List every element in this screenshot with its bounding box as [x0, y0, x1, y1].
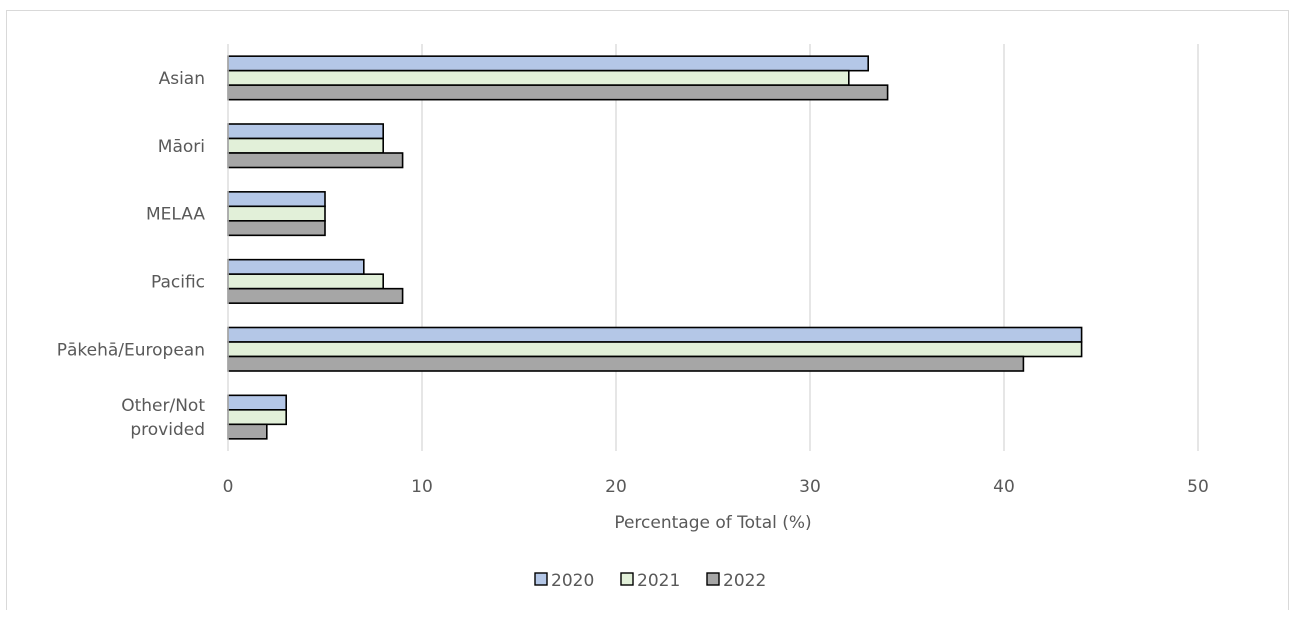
- bar-2021-1: [227, 137, 384, 154]
- bars: [227, 55, 1083, 440]
- x-tick-label-50: 50: [1187, 477, 1209, 497]
- bar-2022-2: [227, 220, 326, 237]
- x-tick-label-20: 20: [605, 477, 627, 497]
- gridlines: [421, 44, 1199, 451]
- bar-2021-5: [227, 409, 288, 426]
- bar-2021-0: [227, 69, 850, 86]
- x-tick-label-10: 10: [411, 477, 433, 497]
- category-label-4: Pākehā/European: [57, 340, 205, 360]
- category-label-5-line-1: provided: [130, 420, 205, 440]
- x-tick-label-30: 30: [799, 477, 821, 497]
- category-label-1: Māori: [158, 137, 205, 157]
- bar-2020-2: [227, 191, 326, 208]
- legend-swatch-2021: [620, 572, 634, 586]
- bar-2022-5: [227, 423, 268, 440]
- bar-2022-3: [227, 287, 404, 304]
- category-labels: Asian Māori MELAA Pacific Pākehā/European Oth…: [57, 69, 206, 440]
- bar-2022-0: [227, 84, 889, 101]
- category-label-3: Pacific: [151, 272, 205, 292]
- bar-2020-4: [227, 326, 1083, 343]
- bar-2022-4: [227, 355, 1025, 372]
- chart-frame: [6, 10, 1289, 610]
- bar-2021-4: [227, 341, 1083, 358]
- legend-swatch-2022: [706, 572, 720, 586]
- x-axis-title: Percentage of Total (%): [614, 513, 811, 533]
- bar-2020-0: [227, 55, 870, 72]
- legend-swatch-2020: [534, 572, 548, 586]
- legend-label-2020: 2020: [551, 571, 594, 591]
- category-label-2: MELAA: [146, 205, 205, 225]
- x-tick-label-40: 40: [993, 477, 1015, 497]
- bar-2020-1: [227, 123, 384, 140]
- legend-label-2022: 2022: [723, 571, 766, 591]
- legend: 2020 2021 2022: [534, 571, 766, 591]
- bar-2020-3: [227, 258, 365, 275]
- bar-2021-3: [227, 273, 384, 290]
- x-tick-labels: 0 10 20 30 40 50: [223, 477, 1209, 497]
- category-label-5-line-0: Other/Not: [121, 396, 205, 416]
- bar-2021-2: [227, 205, 326, 222]
- bar-2020-5: [227, 394, 288, 411]
- legend-label-2021: 2021: [637, 571, 680, 591]
- bar-2022-1: [227, 152, 404, 169]
- category-label-0: Asian: [159, 69, 205, 89]
- x-tick-label-0: 0: [223, 477, 234, 497]
